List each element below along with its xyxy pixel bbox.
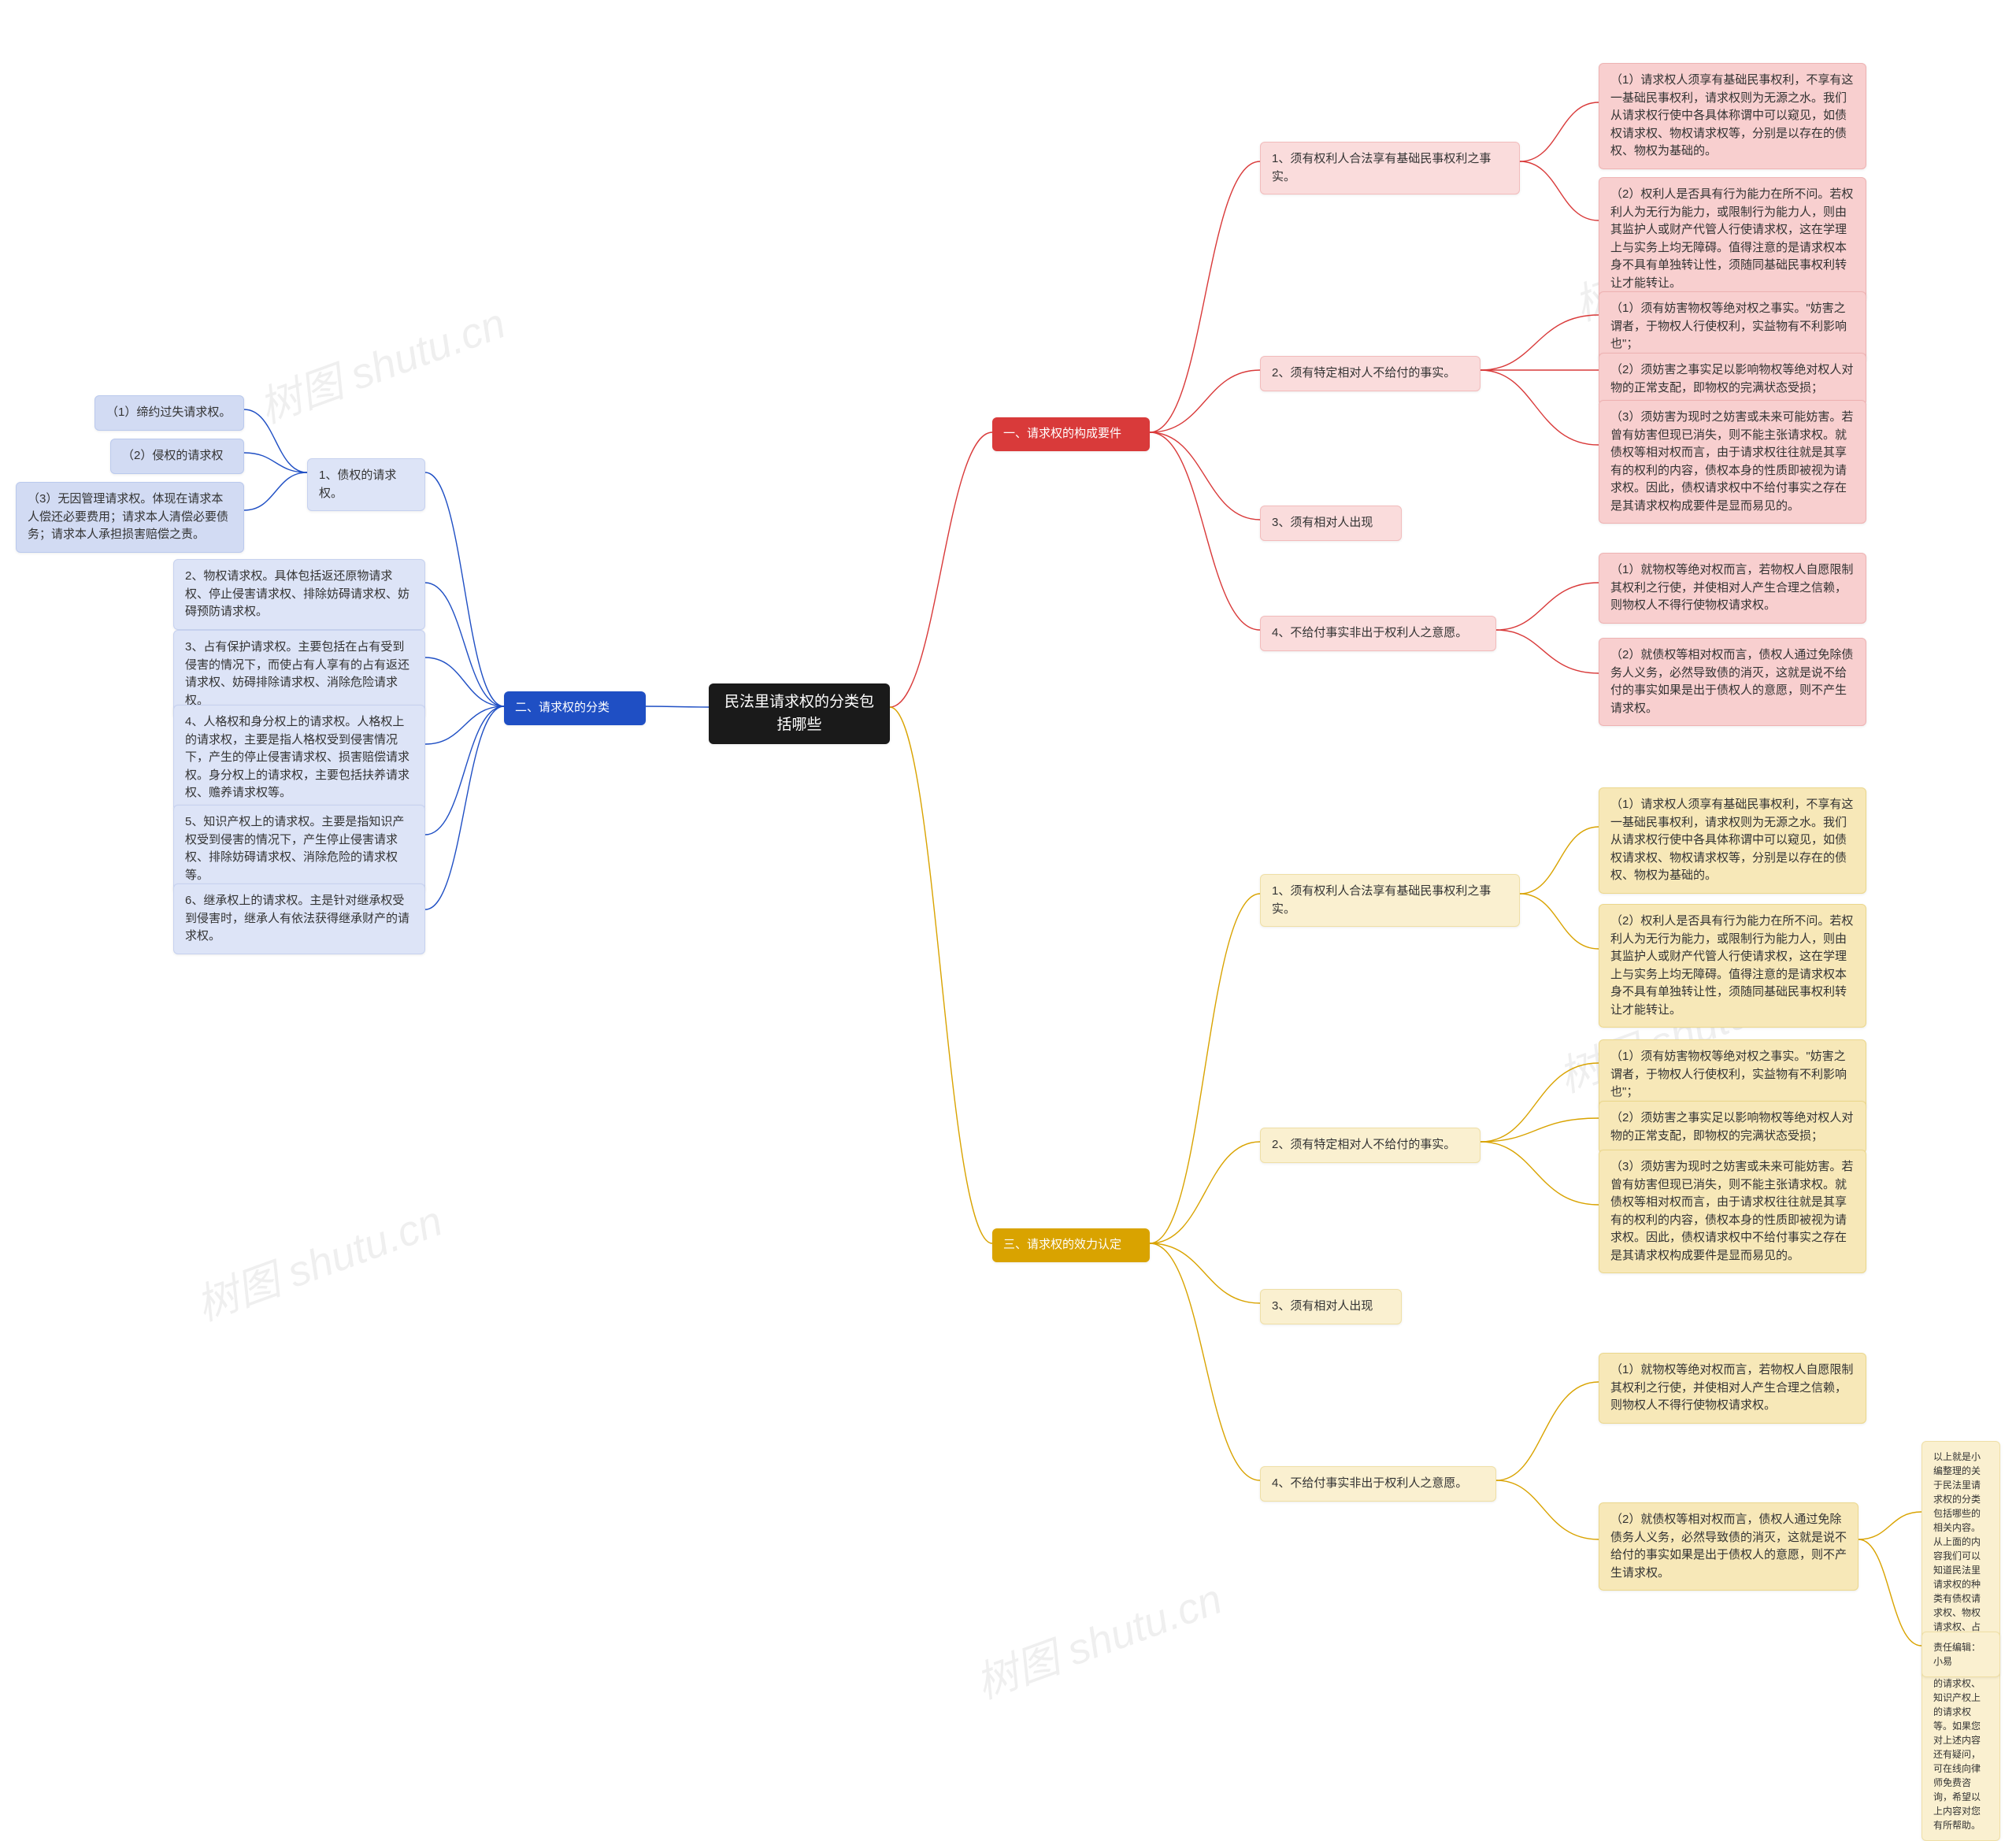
s3-item-1: 1、须有权利人合法享有基础民事权利之事实。 bbox=[1260, 874, 1520, 927]
s1-item-2: 2、须有特定相对人不给付的事实。 bbox=[1260, 356, 1480, 391]
s2-item-5: 5、知识产权上的请求权。主要是指知识产权受到侵害的情况下，产生停止侵害请求权、排… bbox=[173, 805, 425, 893]
s2-item-1a: （1）缔约过失请求权。 bbox=[94, 395, 244, 431]
s1-item-4a: （1）就物权等绝对权而言，若物权人自愿限制其权利之行使，并使相对人产生合理之信赖… bbox=[1599, 553, 1866, 624]
section-2: 二、请求权的分类 bbox=[504, 691, 646, 725]
s2-item-6: 6、继承权上的请求权。主是针对继承权受到侵害时，继承人有依法获得继承财产的请求权… bbox=[173, 883, 425, 954]
section-1: 一、请求权的构成要件 bbox=[992, 417, 1150, 451]
s2-item-2: 2、物权请求权。具体包括返还原物请求权、停止侵害请求权、排除妨碍请求权、妨碍预防… bbox=[173, 559, 425, 630]
s3-item-2: 2、须有特定相对人不给付的事实。 bbox=[1260, 1128, 1480, 1163]
s3-item-1b: （2）权利人是否具有行为能力在所不问。若权利人为无行为能力，或限制行为能力人，则… bbox=[1599, 904, 1866, 1028]
s3-item-4: 4、不给付事实非出于权利人之意愿。 bbox=[1260, 1466, 1496, 1502]
s1-item-2c: （3）须妨害为现时之妨害或未来可能妨害。若曾有妨害但现已消失，则不能主张请求权。… bbox=[1599, 400, 1866, 524]
s3-item-2c: （3）须妨害为现时之妨害或未来可能妨害。若曾有妨害但现已消失，则不能主张请求权。… bbox=[1599, 1150, 1866, 1273]
s2-item-1: 1、债权的请求权。 bbox=[307, 458, 425, 511]
s1-item-4: 4、不给付事实非出于权利人之意愿。 bbox=[1260, 616, 1496, 651]
s1-item-2a: （1）须有妨害物权等绝对权之事实。"妨害之谓者，于物权人行使权利，实益物有不利影… bbox=[1599, 291, 1866, 362]
s2-item-4: 4、人格权和身分权上的请求权。人格权上的请求权，主要是指人格权受到侵害情况下，产… bbox=[173, 705, 425, 811]
s2-item-1b: （2）侵权的请求权 bbox=[110, 439, 244, 474]
watermark: 树图 shutu.cn bbox=[186, 1186, 449, 1332]
s1-item-1b: （2）权利人是否具有行为能力在所不问。若权利人为无行为能力，或限制行为能力人，则… bbox=[1599, 177, 1866, 301]
s1-item-2b: （2）须妨害之事实足以影响物权等绝对权人对物的正常支配，即物权的完满状态受损； bbox=[1599, 353, 1866, 406]
s1-item-1a: （1）请求权人须享有基础民事权利，不享有这一基础民事权利，请求权则为无源之水。我… bbox=[1599, 63, 1866, 169]
s3-item-1a: （1）请求权人须享有基础民事权利，不享有这一基础民事权利，请求权则为无源之水。我… bbox=[1599, 787, 1866, 894]
watermark: 树图 shutu.cn bbox=[249, 288, 512, 435]
s3-item-4b: （2）就债权等相对权而言，债权人通过免除债务人义务，必然导致债的消灭，这就是说不… bbox=[1599, 1502, 1858, 1591]
s3-item-4b-note2: 责任编辑：小易 bbox=[1922, 1632, 2000, 1677]
s3-item-3: 3、须有相对人出现 bbox=[1260, 1289, 1402, 1324]
s3-item-4a: （1）就物权等绝对权而言，若物权人自愿限制其权利之行使，并使相对人产生合理之信赖… bbox=[1599, 1353, 1866, 1424]
s3-item-2b: （2）须妨害之事实足以影响物权等绝对权人对物的正常支配，即物权的完满状态受损； bbox=[1599, 1101, 1866, 1154]
s1-item-3: 3、须有相对人出现 bbox=[1260, 506, 1402, 541]
section-3: 三、请求权的效力认定 bbox=[992, 1228, 1150, 1262]
s3-item-2a: （1）须有妨害物权等绝对权之事实。"妨害之谓者，于物权人行使权利，实益物有不利影… bbox=[1599, 1039, 1866, 1110]
s2-item-1c: （3）无因管理请求权。体现在请求本人偿还必要费用；请求本人清偿必要债务；请求本人… bbox=[16, 482, 244, 553]
watermark: 树图 shutu.cn bbox=[965, 1564, 1228, 1710]
root-node: 民法里请求权的分类包括哪些 bbox=[709, 683, 890, 744]
s1-item-1: 1、须有权利人合法享有基础民事权利之事实。 bbox=[1260, 142, 1520, 194]
s1-item-4b: （2）就债权等相对权而言，债权人通过免除债务人义务，必然导致债的消灭，这就是说不… bbox=[1599, 638, 1866, 726]
